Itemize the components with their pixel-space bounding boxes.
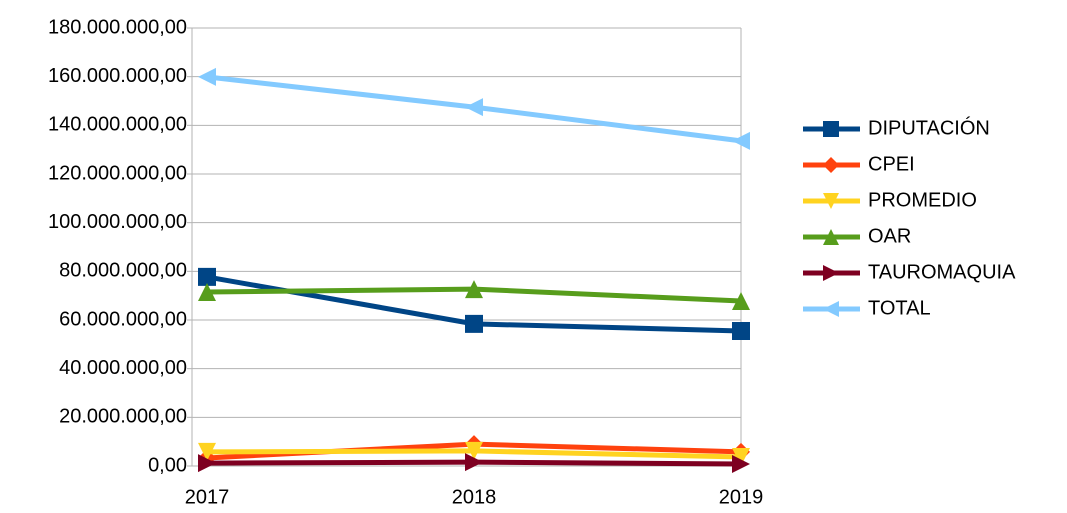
y-tick-label: 120.000.000,00 xyxy=(48,162,187,184)
data-point xyxy=(732,292,750,311)
data-point xyxy=(732,455,750,474)
y-tick-label: 40.000.000,00 xyxy=(59,357,187,379)
legend-marker xyxy=(823,193,839,209)
y-tick-label: 0,00 xyxy=(148,454,187,476)
legend-marker xyxy=(823,121,839,137)
y-tick-label: 60.000.000,00 xyxy=(59,308,187,330)
data-point xyxy=(198,454,216,473)
y-tick-label: 140.000.000,00 xyxy=(48,114,187,136)
legend-marker xyxy=(823,265,839,281)
data-point xyxy=(465,280,483,299)
legend-marker xyxy=(823,229,839,245)
data-point xyxy=(198,67,216,86)
legend-label: DIPUTACIÓN xyxy=(868,116,990,139)
legend-marker xyxy=(823,157,839,173)
x-tick-label: 2019 xyxy=(719,486,764,508)
y-tick-label: 20.000.000,00 xyxy=(59,406,187,428)
x-tick-label: 2017 xyxy=(185,486,230,508)
legend-label: CPEI xyxy=(868,153,915,175)
data-point xyxy=(465,441,483,460)
data-point xyxy=(732,447,750,466)
legend-marker xyxy=(823,301,839,317)
legend-label: PROMEDIO xyxy=(868,189,977,211)
legend-label: OAR xyxy=(868,225,911,247)
x-tick-label: 2018 xyxy=(452,486,497,508)
y-tick-label: 80.000.000,00 xyxy=(59,260,187,282)
y-tick-label: 100.000.000,00 xyxy=(48,211,187,233)
y-tick-label: 160.000.000,00 xyxy=(48,65,187,87)
data-point xyxy=(465,98,483,117)
data-point xyxy=(198,267,216,286)
data-point xyxy=(198,283,216,302)
legend-label: TAUROMAQUIA xyxy=(868,261,1016,283)
data-point xyxy=(465,314,483,333)
data-point xyxy=(732,321,750,340)
y-tick-label: 180.000.000,00 xyxy=(48,16,187,38)
data-point xyxy=(732,131,750,150)
data-point xyxy=(198,442,216,461)
legend-label: TOTAL xyxy=(868,297,931,319)
data-point xyxy=(465,453,483,472)
